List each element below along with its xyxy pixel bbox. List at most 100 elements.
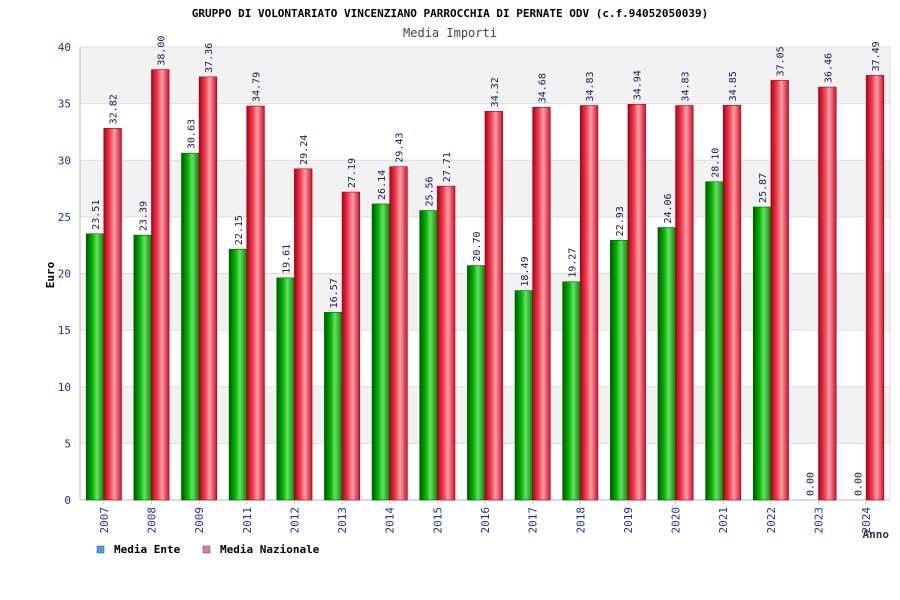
x-axis-ticks: 2007 2008 2009 2011 2012 2013 2014 2015 2016 2017… — [98, 500, 873, 534]
bar-media-nazionale — [770, 80, 789, 501]
bar-media-ente — [419, 210, 438, 501]
value-label: 18.49 — [520, 256, 531, 286]
bar-media-ente — [181, 152, 200, 501]
bar-media-nazionale — [818, 86, 837, 501]
bar-media-nazionale — [532, 106, 551, 501]
value-label: 20.70 — [472, 231, 483, 261]
y-tick-label: 30 — [58, 154, 71, 167]
value-label: 29.43 — [395, 133, 406, 163]
value-label: 27.19 — [347, 158, 358, 188]
bar-media-nazionale — [437, 185, 456, 501]
x-tick-label: 2021 — [717, 507, 730, 534]
y-tick-label: 20 — [58, 268, 71, 281]
x-tick-label: 2007 — [98, 507, 111, 534]
x-tick-label: 2024 — [860, 507, 873, 534]
value-label: 34.68 — [537, 73, 548, 103]
value-label: 34.83 — [680, 71, 691, 101]
x-tick-label: 2016 — [479, 507, 492, 534]
legend-swatch-media-ente — [96, 545, 105, 554]
bar-media-ente — [324, 312, 343, 501]
bar-media-nazionale — [627, 104, 646, 501]
value-label: 24.06 — [663, 193, 674, 223]
legend-label-media-ente: Media Ente — [114, 543, 181, 556]
bar-media-nazionale — [389, 166, 408, 501]
bar-media-ente — [514, 290, 533, 501]
value-label: 23.39 — [139, 201, 150, 231]
bar-media-ente — [610, 240, 629, 501]
bar-media-ente — [562, 281, 581, 501]
value-label: 34.83 — [585, 71, 596, 101]
x-axis-label: Anno — [863, 528, 890, 541]
value-label: 25.56 — [425, 176, 436, 206]
y-tick-label: 5 — [64, 437, 71, 450]
value-label: 34.85 — [728, 71, 739, 101]
x-tick-label: 2020 — [670, 507, 683, 534]
bar-media-ente — [371, 203, 391, 501]
value-label: 37.49 — [871, 41, 882, 71]
x-tick-label: 2013 — [336, 507, 349, 534]
chart-subtitle: Media Importi — [403, 26, 497, 40]
bar-media-nazionale — [675, 105, 694, 501]
x-tick-label: 2009 — [193, 507, 206, 534]
bar-media-ente — [705, 181, 724, 501]
chart-title: GRUPPO DI VOLONTARIATO VINCENZIANO PARRO… — [192, 7, 709, 20]
value-label: 32.82 — [109, 94, 120, 124]
y-tick-label: 35 — [58, 98, 71, 111]
x-tick-label: 2011 — [241, 507, 254, 534]
value-label: 19.61 — [282, 244, 293, 274]
value-label: 22.15 — [234, 215, 245, 245]
bar-media-nazionale — [579, 105, 599, 501]
x-tick-label: 2008 — [145, 507, 158, 534]
x-tick-label: 2023 — [813, 507, 826, 534]
x-tick-label: 2019 — [622, 507, 635, 534]
value-label: 0.00 — [806, 472, 817, 496]
value-label: 22.93 — [615, 206, 626, 236]
legend: Media Ente Media Nazionale — [96, 543, 320, 556]
bar-media-ente — [276, 277, 295, 501]
bar-media-nazionale — [294, 168, 313, 501]
bars — [85, 69, 885, 501]
bar-media-ente — [752, 206, 772, 501]
bar-media-nazionale — [865, 75, 885, 501]
value-label: 27.71 — [442, 152, 453, 182]
bar-media-ente — [133, 234, 152, 501]
x-tick-label: 2022 — [765, 507, 778, 534]
y-tick-label: 10 — [58, 381, 71, 394]
value-label: 19.27 — [567, 248, 578, 278]
legend-label-media-nazionale: Media Nazionale — [220, 543, 320, 556]
legend-swatch-media-nazionale — [202, 545, 211, 554]
x-tick-label: 2015 — [431, 507, 444, 534]
value-label: 16.57 — [329, 278, 340, 308]
value-label: 29.24 — [299, 135, 310, 165]
value-label: 26.14 — [377, 170, 388, 200]
bar-media-nazionale — [246, 105, 265, 501]
value-label: 34.79 — [252, 72, 263, 102]
bar-media-nazionale — [198, 76, 218, 501]
y-axis-label: Euro — [44, 261, 57, 288]
value-labels: 23.51 32.82 23.39 38.00 30.63 37.36 22.15 34.79… — [91, 36, 882, 496]
x-tick-label: 2012 — [288, 507, 301, 534]
y-tick-label: 40 — [58, 41, 71, 54]
value-label: 34.32 — [490, 77, 501, 107]
y-tick-label: 0 — [64, 494, 71, 507]
value-label: 0.00 — [853, 472, 864, 496]
bar-media-nazionale — [341, 191, 360, 501]
value-label: 37.05 — [776, 46, 787, 76]
value-label: 25.87 — [758, 173, 769, 203]
bar-media-ente — [467, 265, 486, 501]
value-label: 23.51 — [91, 200, 102, 230]
x-tick-label: 2017 — [527, 507, 540, 534]
bar-media-nazionale — [484, 111, 503, 501]
bar-media-nazionale — [151, 69, 170, 501]
bar-media-nazionale — [103, 128, 122, 501]
value-label: 37.36 — [204, 43, 215, 73]
value-label: 36.46 — [823, 53, 834, 83]
y-tick-label: 25 — [58, 211, 71, 224]
y-axis-ticks: 0 5 10 15 20 25 30 35 40 — [58, 41, 71, 507]
y-tick-label: 15 — [58, 324, 71, 337]
bar-media-ente — [85, 233, 105, 501]
value-label: 34.94 — [633, 70, 644, 100]
bar-media-nazionale — [722, 105, 742, 501]
x-tick-label: 2014 — [384, 507, 397, 534]
